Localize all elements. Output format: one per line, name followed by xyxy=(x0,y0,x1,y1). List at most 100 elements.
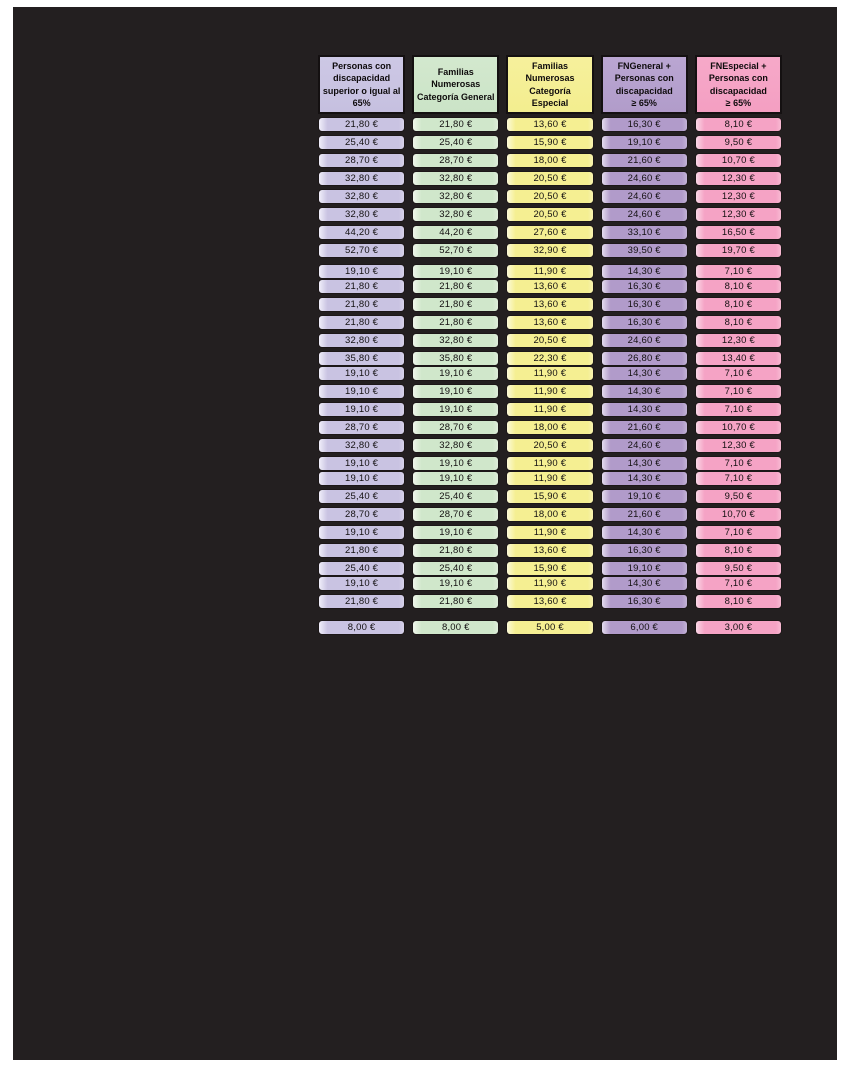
price-cell: 19,10 € xyxy=(600,135,688,150)
price-cell: 16,30 € xyxy=(600,117,688,132)
price-cell: 19,10 € xyxy=(318,366,406,381)
price-cell: 12,30 € xyxy=(694,189,783,204)
price-cell: 11,90 € xyxy=(506,402,594,417)
price-cell: 19,10 € xyxy=(412,264,500,279)
price-cell: 21,60 € xyxy=(600,420,688,435)
price-cell: 14,30 € xyxy=(600,366,688,381)
price-cell: 12,30 € xyxy=(694,333,783,348)
column-header-fn-categoria-general: Familias Numerosas Categoría General xyxy=(412,55,500,114)
price-cell: 12,30 € xyxy=(694,438,783,453)
table-row: 32,80 € 32,80 € 20,50 € 24,60 € 12,30 € xyxy=(318,207,783,222)
price-cell: 19,10 € xyxy=(412,471,500,486)
price-cell: 16,30 € xyxy=(600,279,688,294)
price-cell: 21,80 € xyxy=(412,543,500,558)
price-cell: 19,10 € xyxy=(318,384,406,399)
price-cell: 13,40 € xyxy=(694,351,783,366)
price-cell: 21,80 € xyxy=(318,117,406,132)
footer-price-cell: 5,00 € xyxy=(506,620,594,635)
price-cell: 8,10 € xyxy=(694,117,783,132)
table-row: 19,10 € 19,10 € 11,90 € 14,30 € 7,10 € xyxy=(318,576,783,591)
price-cell: 16,30 € xyxy=(600,315,688,330)
price-cell: 25,40 € xyxy=(412,135,500,150)
price-cell: 9,50 € xyxy=(694,489,783,504)
price-cell: 7,10 € xyxy=(694,576,783,591)
table-row: 28,70 € 28,70 € 18,00 € 21,60 € 10,70 € xyxy=(318,420,783,435)
price-cell: 28,70 € xyxy=(412,420,500,435)
price-cell: 10,70 € xyxy=(694,420,783,435)
table-row: 28,70 € 28,70 € 18,00 € 21,60 € 10,70 € xyxy=(318,153,783,168)
column-header-discapacidad-65: Personas con discapacidad superior o igu… xyxy=(318,55,406,114)
price-cell: 28,70 € xyxy=(412,153,500,168)
price-cell: 16,30 € xyxy=(600,297,688,312)
price-cell: 13,60 € xyxy=(506,594,594,609)
price-cell: 24,60 € xyxy=(600,333,688,348)
price-cell: 13,60 € xyxy=(506,117,594,132)
price-cell: 22,30 € xyxy=(506,351,594,366)
price-cell: 18,00 € xyxy=(506,507,594,522)
price-cell: 19,10 € xyxy=(600,489,688,504)
table-row: 19,10 € 19,10 € 11,90 € 14,30 € 7,10 € xyxy=(318,366,783,381)
table-row: 21,80 € 21,80 € 13,60 € 16,30 € 8,10 € xyxy=(318,543,783,558)
footer-price-cell: 8,00 € xyxy=(412,620,500,635)
price-cell: 28,70 € xyxy=(318,153,406,168)
price-cell: 8,10 € xyxy=(694,594,783,609)
table-row: 21,80 € 21,80 € 13,60 € 16,30 € 8,10 € xyxy=(318,297,783,312)
price-cell: 20,50 € xyxy=(506,207,594,222)
price-cell: 32,80 € xyxy=(318,189,406,204)
table-row: 32,80 € 32,80 € 20,50 € 24,60 € 12,30 € xyxy=(318,189,783,204)
price-cell: 39,50 € xyxy=(600,243,688,258)
table-row: 19,10 € 19,10 € 11,90 € 14,30 € 7,10 € xyxy=(318,525,783,540)
price-cell: 12,30 € xyxy=(694,171,783,186)
table-row: 21,80 € 21,80 € 13,60 € 16,30 € 8,10 € xyxy=(318,117,783,132)
price-cell: 7,10 € xyxy=(694,366,783,381)
price-cell: 16,30 € xyxy=(600,594,688,609)
price-cell: 32,80 € xyxy=(412,333,500,348)
price-cell: 11,90 € xyxy=(506,456,594,471)
price-cell: 13,60 € xyxy=(506,543,594,558)
table-row: 52,70 € 52,70 € 32,90 € 39,50 € 19,70 € xyxy=(318,243,783,258)
price-cell: 28,70 € xyxy=(318,507,406,522)
price-cell: 12,30 € xyxy=(694,207,783,222)
price-cell: 14,30 € xyxy=(600,264,688,279)
price-cell: 21,80 € xyxy=(412,117,500,132)
price-cell: 25,40 € xyxy=(412,561,500,576)
price-cell: 8,10 € xyxy=(694,279,783,294)
price-cell: 14,30 € xyxy=(600,576,688,591)
price-cell: 13,60 € xyxy=(506,297,594,312)
price-cell: 28,70 € xyxy=(412,507,500,522)
column-header-fn-categoria-especial: Familias Numerosas Categoría Especial xyxy=(506,55,594,114)
price-cell: 21,80 € xyxy=(318,594,406,609)
price-cell: 25,40 € xyxy=(318,561,406,576)
price-cell: 32,80 € xyxy=(412,207,500,222)
price-cell: 10,70 € xyxy=(694,507,783,522)
table-row: 21,80 € 21,80 € 13,60 € 16,30 € 8,10 € xyxy=(318,594,783,609)
price-cell: 44,20 € xyxy=(412,225,500,240)
table-body: 21,80 € 21,80 € 13,60 € 16,30 € 8,10 € 25,40 … xyxy=(318,117,783,609)
price-cell: 32,80 € xyxy=(318,207,406,222)
price-cell: 15,90 € xyxy=(506,561,594,576)
price-cell: 13,60 € xyxy=(506,279,594,294)
table-row: 25,40 € 25,40 € 15,90 € 19,10 € 9,50 € xyxy=(318,489,783,504)
price-cell: 21,60 € xyxy=(600,153,688,168)
price-cell: 8,10 € xyxy=(694,297,783,312)
table-row: 25,40 € 25,40 € 15,90 € 19,10 € 9,50 € xyxy=(318,135,783,150)
price-cell: 7,10 € xyxy=(694,384,783,399)
price-cell: 32,80 € xyxy=(412,189,500,204)
footer-price-cell: 6,00 € xyxy=(600,620,688,635)
price-cell: 13,60 € xyxy=(506,315,594,330)
price-cell: 21,80 € xyxy=(412,297,500,312)
price-cell: 32,80 € xyxy=(412,438,500,453)
price-cell: 32,80 € xyxy=(318,171,406,186)
price-cell: 33,10 € xyxy=(600,225,688,240)
price-cell: 14,30 € xyxy=(600,384,688,399)
price-cell: 14,30 € xyxy=(600,456,688,471)
column-header-fngeneral-discapacidad: FNGeneral + Personas con discapacidad ≥ … xyxy=(600,55,688,114)
price-cell: 18,00 € xyxy=(506,420,594,435)
price-cell: 19,10 € xyxy=(318,471,406,486)
price-cell: 25,40 € xyxy=(318,135,406,150)
price-cell: 52,70 € xyxy=(318,243,406,258)
price-cell: 32,80 € xyxy=(412,171,500,186)
price-cell: 35,80 € xyxy=(318,351,406,366)
price-cell: 15,90 € xyxy=(506,135,594,150)
price-cell: 21,80 € xyxy=(412,594,500,609)
